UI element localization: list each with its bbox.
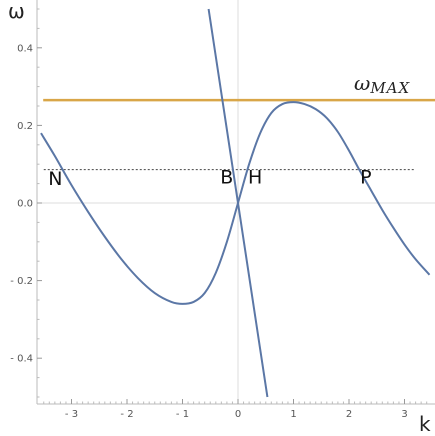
point-label-p: P <box>360 167 371 189</box>
x-tick-label: 1 <box>290 409 296 420</box>
series <box>40 8 431 398</box>
x-tick-label: 2 <box>346 409 352 420</box>
omega-max-label: ωMAX <box>354 71 411 97</box>
omega-max-main: ω <box>354 71 370 95</box>
x-tick-label: 0 <box>235 409 241 420</box>
y-tick-label: 0.0 <box>17 199 33 210</box>
tick-labels: - 3 - 2 - 1 0 1 2 3 - 0.4 - 0.2 0.0 0.2 0.4 <box>10 43 407 420</box>
y-tick-label: 0.4 <box>17 43 33 54</box>
x-tick-label: - 2 <box>120 409 133 420</box>
x-tick-label: - 3 <box>65 409 78 420</box>
tick-marks <box>37 8 428 404</box>
point-label-n: N <box>48 168 62 190</box>
axes <box>36 0 435 405</box>
steep-line <box>207 8 269 398</box>
x-tick-label: - 1 <box>176 409 189 420</box>
omega-max-sub: MAX <box>369 79 410 97</box>
dispersion-curve <box>40 101 431 305</box>
x-tick-label: 3 <box>401 409 407 420</box>
x-axis-title: k <box>419 412 431 436</box>
y-tick-label: 0.2 <box>17 121 33 132</box>
y-tick-label: - 0.4 <box>10 354 33 365</box>
point-label-h: H <box>248 167 262 189</box>
y-axis-title: ω <box>8 0 25 23</box>
point-label-b: B <box>220 167 233 189</box>
reference-lines <box>43 98 435 171</box>
y-tick-label: - 0.2 <box>10 276 33 287</box>
